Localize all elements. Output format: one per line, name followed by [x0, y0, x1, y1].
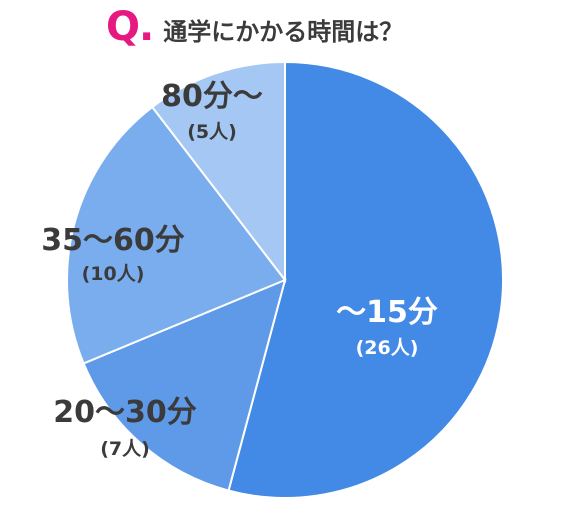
slice-label-1: 〜15分	[336, 295, 438, 330]
pie-labels: 〜15分 (26人) 20〜30分 (7人) 35〜60分 (10人) 80分〜 (5人)	[41, 79, 438, 460]
slice-label-3: 35〜60分	[41, 223, 185, 258]
pie-slice-1	[227, 60, 505, 499]
question-mark-label: Q.	[106, 4, 154, 50]
question-text: 通学にかかる時間は？	[163, 18, 404, 46]
slice-count-label-1: (26人)	[356, 337, 419, 359]
slice-count-label-4: (5人)	[187, 121, 237, 143]
slice-count-label-3: (10人)	[82, 263, 145, 285]
slice-count-label-2: (7人)	[100, 438, 150, 460]
pie-slice-2	[82, 278, 287, 492]
chart-title: Q. 通学にかかる時間は？	[106, 4, 403, 54]
slice-label-2: 20〜30分	[53, 395, 197, 430]
slice-label-4: 80分〜	[161, 79, 263, 114]
pie-slice-3	[66, 105, 287, 365]
pie-slices	[66, 60, 505, 499]
pie-slice-4	[150, 60, 286, 283]
